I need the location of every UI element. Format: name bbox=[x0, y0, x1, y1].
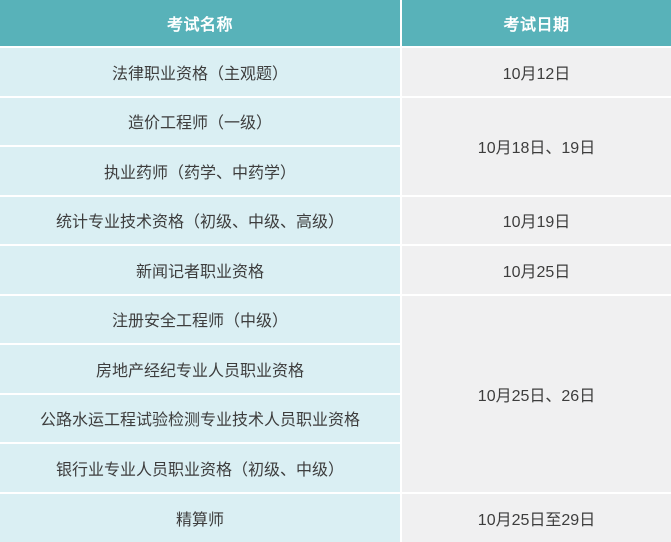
exam-name-cell: 新闻记者职业资格 bbox=[0, 244, 402, 295]
exam-date-cell-merged: 10月18日、19日 bbox=[401, 95, 671, 196]
exam-date-cell: 10月25日 bbox=[401, 244, 671, 295]
exam-name-cell: 执业药师（药学、中药学） bbox=[0, 145, 402, 196]
header-exam-name: 考试名称 bbox=[0, 0, 402, 47]
table-row: 注册安全工程师（中级） 10月25日、26日 bbox=[0, 293, 671, 493]
header-exam-date: 考试日期 bbox=[401, 0, 671, 47]
table-row: 精算师 10月25日至29日 bbox=[0, 491, 671, 542]
header-row: 考试名称 考试日期 bbox=[0, 0, 671, 47]
exam-name-cell: 统计专业技术资格（初级、中级、高级） bbox=[0, 194, 402, 245]
exam-date-cell: 10月25日至29日 bbox=[401, 491, 671, 542]
table-row: 公路水运工程试验检测专业技术人员职业资格 bbox=[0, 392, 671, 443]
exam-name-cell: 精算师 bbox=[0, 491, 402, 542]
exam-name-cell: 注册安全工程师（中级） bbox=[0, 293, 402, 344]
table-row: 新闻记者职业资格 10月25日 bbox=[0, 244, 671, 295]
table-row: 银行业专业人员职业资格（初级、中级） bbox=[0, 442, 671, 493]
exam-date-cell-merged: 10月25日、26日 bbox=[401, 293, 671, 493]
table-row: 统计专业技术资格（初级、中级、高级） 10月19日 bbox=[0, 194, 671, 245]
exam-name-cell: 银行业专业人员职业资格（初级、中级） bbox=[0, 442, 402, 493]
exam-date-cell: 10月19日 bbox=[401, 194, 671, 245]
exam-date-cell: 10月12日 bbox=[401, 46, 671, 97]
table-row: 执业药师（药学、中药学） bbox=[0, 145, 671, 196]
table-row: 房地产经纪专业人员职业资格 bbox=[0, 343, 671, 394]
exam-name-cell: 法律职业资格（主观题） bbox=[0, 46, 402, 97]
table-row: 法律职业资格（主观题） 10月12日 bbox=[0, 46, 671, 97]
exam-name-cell: 公路水运工程试验检测专业技术人员职业资格 bbox=[0, 392, 402, 443]
exam-name-cell: 造价工程师（一级） bbox=[0, 95, 402, 146]
table-row: 造价工程师（一级） 10月18日、19日 bbox=[0, 95, 671, 196]
exam-name-cell: 房地产经纪专业人员职业资格 bbox=[0, 343, 402, 394]
